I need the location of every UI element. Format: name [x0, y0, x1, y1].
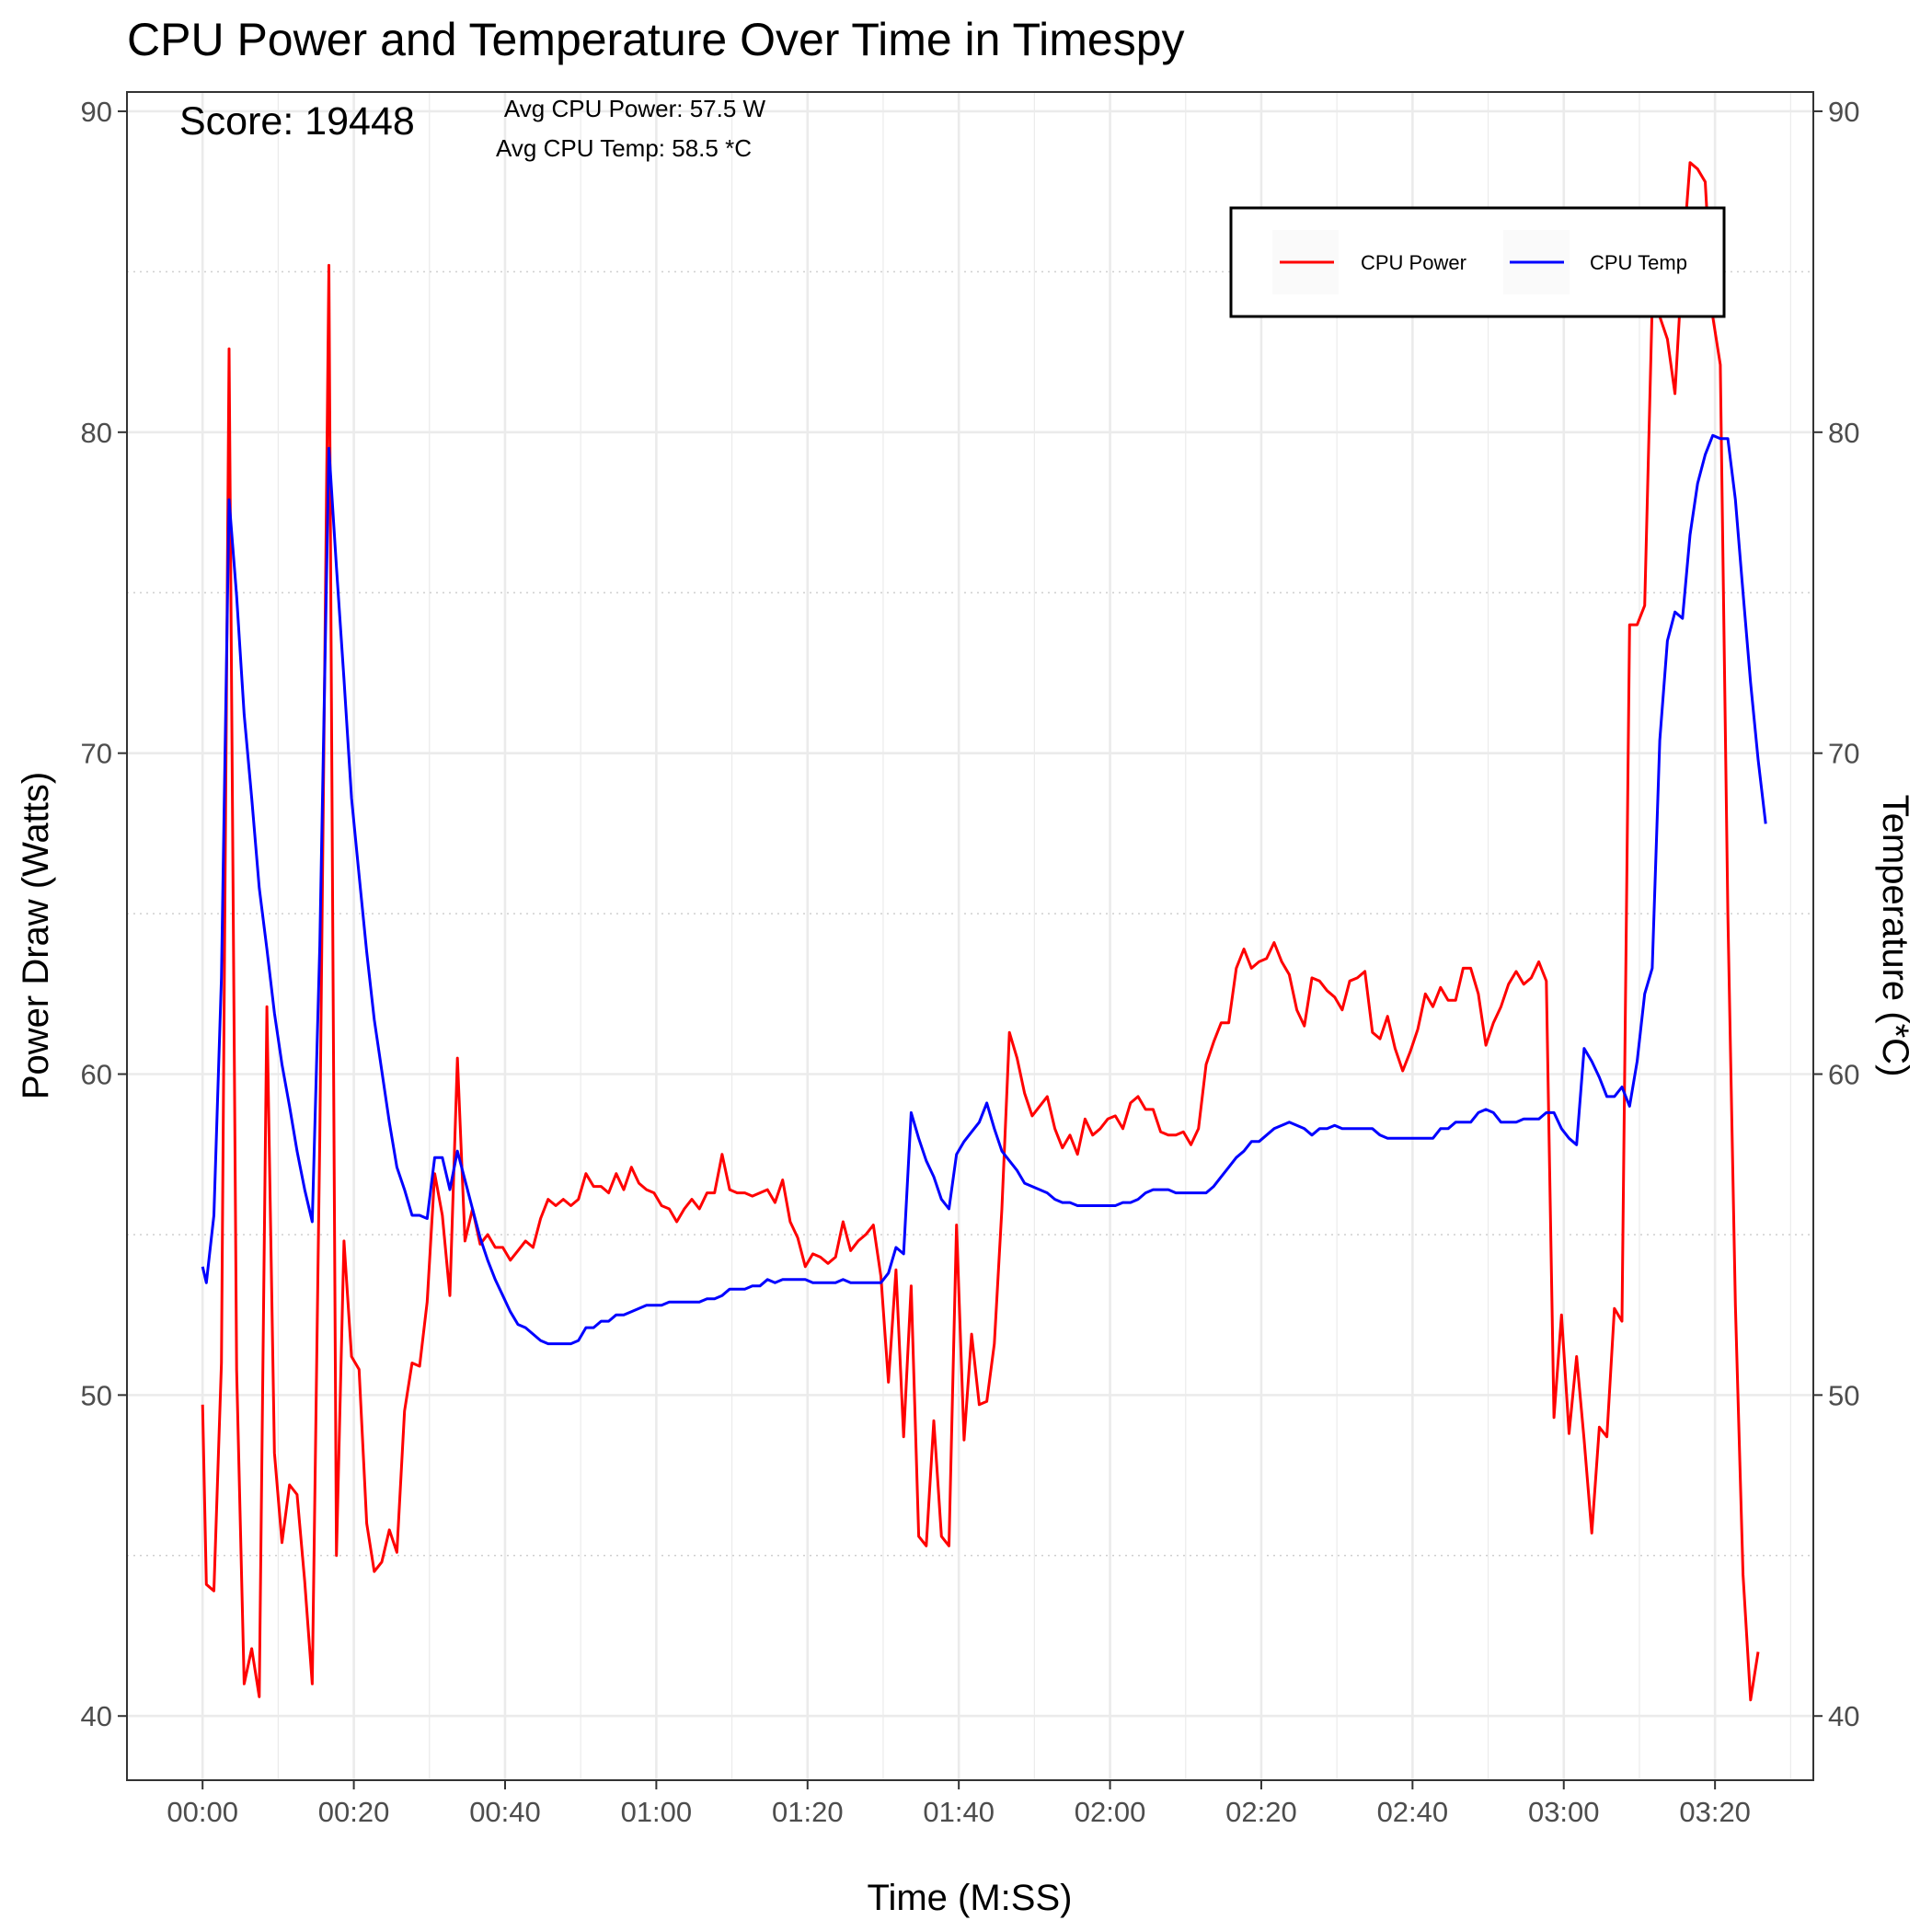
y2-tick-label: 90: [1828, 96, 1859, 128]
axes: 00:00 00:20 00:40 01:00 01:20 01:40 02:00 02:20…: [81, 96, 1860, 1828]
x-tick-label: 03:20: [1679, 1796, 1751, 1828]
series-lines: [201, 161, 1767, 1702]
series-line-cpu-temp: [201, 433, 1767, 1346]
chart-title: CPU Power and Temperature Over Time in T…: [127, 14, 1185, 65]
legend-label-cpu-power: CPU Power: [1361, 251, 1466, 274]
legend: CPU Power CPU Temp: [1229, 206, 1726, 318]
y2-tick-label: 40: [1828, 1700, 1859, 1732]
x-tick-label: 01:20: [772, 1796, 844, 1828]
grid: [127, 92, 1813, 1780]
y2-tick-label: 60: [1828, 1059, 1859, 1091]
y-tick-label: 70: [81, 738, 112, 770]
x-tick-label: 02:40: [1377, 1796, 1449, 1828]
y-tick-label: 90: [81, 96, 112, 128]
x-tick-label: 01:40: [923, 1796, 995, 1828]
y2-tick-label: 50: [1828, 1379, 1859, 1411]
plot-panel-border: [126, 91, 1814, 1781]
y2-tick-label: 80: [1828, 417, 1859, 449]
score-annotation: Score: 19448: [179, 99, 415, 144]
avg-power-annotation: Avg CPU Power: 57.5 W: [504, 95, 766, 122]
y-axis-title: Power Draw (Watts): [16, 772, 56, 1099]
y-tick-label: 40: [81, 1700, 112, 1732]
x-tick-label: 02:20: [1225, 1796, 1297, 1828]
y-tick-label: 60: [81, 1059, 112, 1091]
y-tick-label: 80: [81, 417, 112, 449]
series-line-cpu-power: [201, 161, 1760, 1702]
x-tick-label: 00:00: [167, 1796, 238, 1828]
x-tick-label: 00:40: [469, 1796, 541, 1828]
y-tick-label: 50: [81, 1379, 112, 1411]
x-tick-label: 00:20: [318, 1796, 390, 1828]
x-axis-title: Time (M:SS): [868, 1878, 1073, 1918]
x-tick-label: 02:00: [1075, 1796, 1146, 1828]
y2-axis-title: Temperature (*C): [1875, 795, 1915, 1077]
x-tick-label: 01:00: [621, 1796, 693, 1828]
y2-tick-label: 70: [1828, 738, 1859, 770]
x-tick-label: 03:00: [1528, 1796, 1600, 1828]
legend-label-cpu-temp: CPU Temp: [1590, 251, 1687, 274]
avg-temp-annotation: Avg CPU Temp: 58.5 *C: [496, 134, 752, 162]
